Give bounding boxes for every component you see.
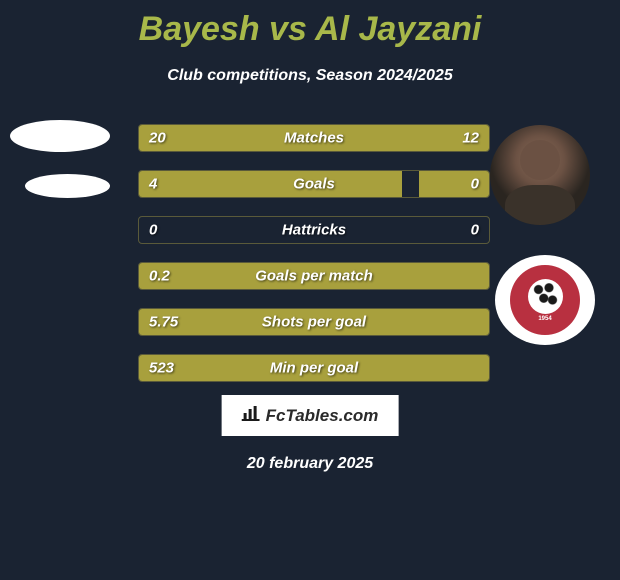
stat-label: Shots per goal (262, 314, 366, 331)
subtitle: Club competitions, Season 2024/2025 (0, 67, 620, 85)
stat-value-right: 12 (462, 130, 479, 147)
stat-value-left: 4 (149, 176, 157, 193)
club-logo-year: 1954 (538, 316, 551, 322)
player1-avatar-placeholder (10, 120, 110, 198)
stat-label: Goals (293, 176, 335, 193)
stat-value-right: 0 (471, 222, 479, 239)
stat-row: 20 Matches 12 (138, 124, 490, 152)
stat-value-left: 5.75 (149, 314, 178, 331)
stat-label: Min per goal (270, 360, 358, 377)
stat-row: 5.75 Shots per goal (138, 308, 490, 336)
stat-value-left: 20 (149, 130, 166, 147)
stat-row: 4 Goals 0 (138, 170, 490, 198)
stat-value-left: 0 (149, 222, 157, 239)
stat-label: Hattricks (282, 222, 346, 239)
stat-row: 0.2 Goals per match (138, 262, 490, 290)
page-title: Bayesh vs Al Jayzani (0, 0, 620, 49)
stat-value-left: 523 (149, 360, 174, 377)
stat-label: Goals per match (255, 268, 373, 285)
stat-bar-left (139, 171, 402, 197)
watermark-text: FcTables.com (266, 406, 379, 426)
club-logo-inner: 1954 (510, 265, 580, 335)
deco-ellipse-1 (10, 120, 110, 152)
deco-ellipse-2 (25, 174, 110, 198)
stat-row: 523 Min per goal (138, 354, 490, 382)
stat-label: Matches (284, 130, 344, 147)
chart-icon (242, 405, 260, 426)
stat-row: 0 Hattricks 0 (138, 216, 490, 244)
stat-value-right: 0 (471, 176, 479, 193)
stats-container: 20 Matches 12 4 Goals 0 0 Hattricks 0 0.2 Goals pe… (138, 124, 490, 400)
stat-value-left: 0.2 (149, 268, 170, 285)
soccer-ball-icon (528, 279, 563, 314)
watermark: FcTables.com (222, 395, 399, 436)
player2-avatar (490, 125, 590, 225)
club-logo: 1954 (495, 255, 595, 345)
date-text: 20 february 2025 (247, 455, 373, 473)
